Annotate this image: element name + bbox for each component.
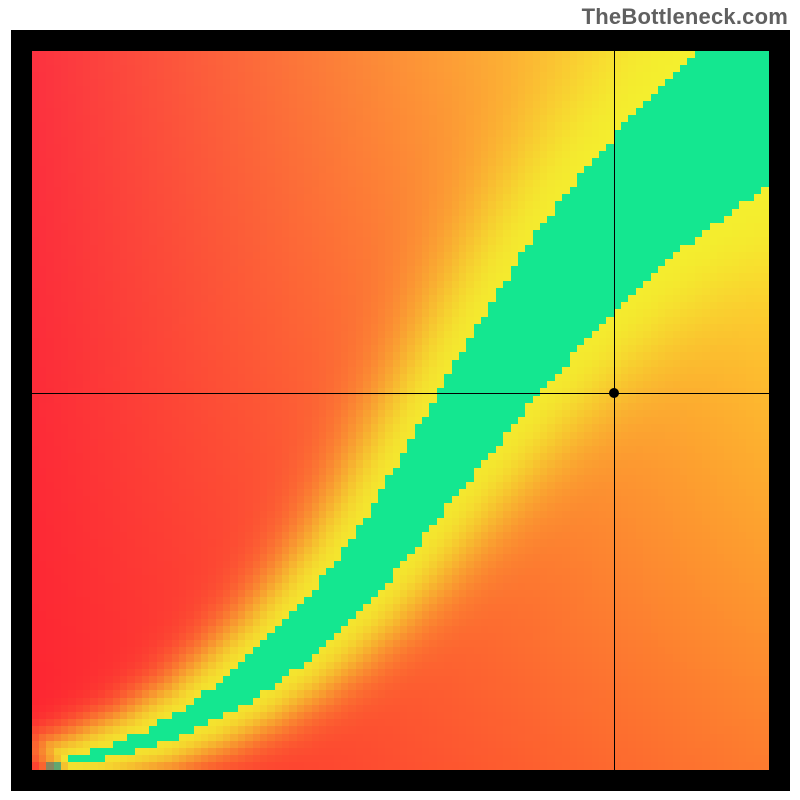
crosshair-horizontal xyxy=(32,393,769,394)
watermark-text: TheBottleneck.com xyxy=(582,4,788,30)
crosshair-vertical xyxy=(614,51,615,770)
chart-container: TheBottleneck.com xyxy=(0,0,800,800)
heatmap-canvas xyxy=(32,51,769,770)
outer-frame xyxy=(11,30,790,791)
